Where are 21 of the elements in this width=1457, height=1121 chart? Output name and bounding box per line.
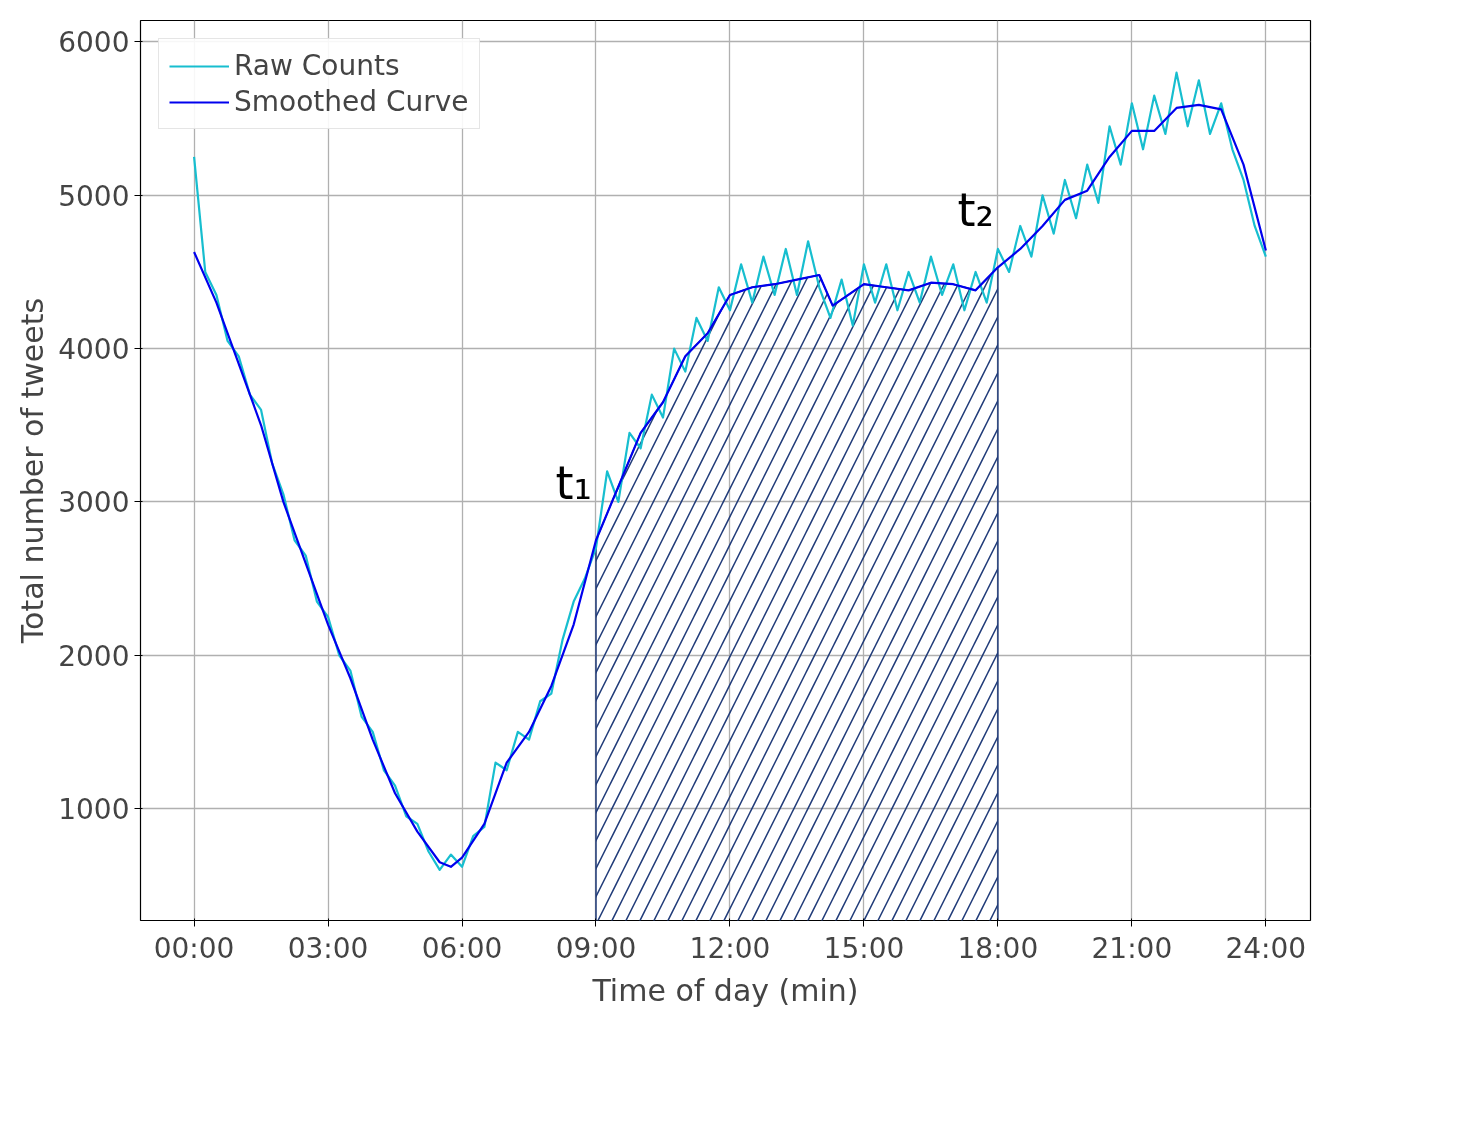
legend-label: Smoothed Curve — [234, 85, 469, 118]
x-tick-label: 12:00 — [689, 931, 771, 965]
x-tick-label: 18:00 — [957, 931, 1039, 965]
x-tick-label: 15:00 — [823, 931, 905, 965]
y-tick-label: 4000 — [58, 333, 130, 367]
y-tick-label: 3000 — [58, 486, 130, 520]
y-tick-label: 5000 — [58, 179, 130, 213]
x-tick-label: 06:00 — [421, 931, 503, 965]
annotation: t₂ — [957, 183, 994, 238]
y-tick-label: 2000 — [58, 639, 130, 673]
x-tick-label: 00:00 — [153, 931, 235, 965]
y-tick-label: 1000 — [58, 793, 130, 827]
x-axis-title: Time of day (min) — [591, 972, 859, 1008]
x-tick-label: 03:00 — [287, 931, 369, 965]
y-axis-title: Total number of tweets — [15, 297, 51, 645]
x-tick-label: 09:00 — [555, 931, 637, 965]
annotation: t₁ — [555, 456, 592, 511]
x-tick-label: 24:00 — [1225, 931, 1307, 965]
x-tick-label: 21:00 — [1091, 931, 1173, 965]
y-tick-label: 6000 — [58, 26, 130, 60]
legend-label: Raw Counts — [234, 49, 400, 82]
